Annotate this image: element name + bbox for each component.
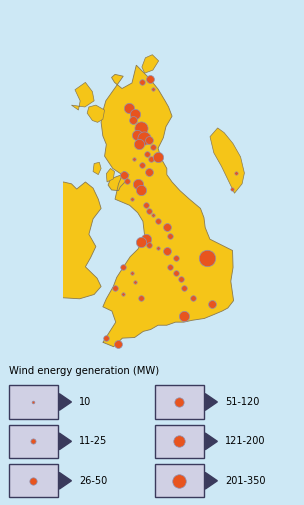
FancyBboxPatch shape (9, 385, 58, 419)
Text: 201-350: 201-350 (225, 476, 265, 486)
Point (147, 168, 152, 176)
Polygon shape (210, 128, 244, 193)
Point (173, 254, 178, 262)
Polygon shape (101, 65, 233, 347)
Polygon shape (19, 182, 101, 299)
Point (168, 232, 173, 240)
Polygon shape (142, 55, 159, 73)
Point (191, 293, 195, 301)
Polygon shape (93, 162, 101, 175)
Point (130, 269, 134, 277)
Point (130, 195, 134, 203)
Point (131, 155, 136, 163)
FancyBboxPatch shape (9, 464, 58, 497)
Point (177, 477, 182, 485)
Point (143, 201, 148, 210)
Text: 10: 10 (79, 397, 91, 407)
Point (177, 398, 182, 406)
Point (210, 299, 215, 308)
Point (31, 477, 36, 485)
Polygon shape (59, 394, 71, 410)
Point (138, 293, 143, 301)
Polygon shape (71, 82, 94, 110)
Point (147, 241, 152, 249)
Point (150, 85, 155, 93)
Point (133, 110, 138, 118)
Point (173, 269, 178, 277)
Point (150, 143, 155, 151)
Polygon shape (87, 105, 105, 122)
Point (135, 131, 140, 139)
Polygon shape (106, 169, 115, 182)
Point (124, 177, 129, 185)
Point (182, 312, 187, 320)
Point (116, 340, 120, 348)
Point (135, 180, 140, 188)
Point (140, 161, 145, 169)
Point (112, 284, 117, 292)
Point (164, 247, 169, 256)
Point (136, 140, 141, 148)
Point (121, 171, 126, 179)
Text: Wind energy generation (MW): Wind energy generation (MW) (9, 366, 159, 376)
Point (142, 134, 147, 142)
Point (149, 155, 154, 163)
Point (147, 136, 152, 144)
Point (130, 116, 135, 124)
Text: 121-200: 121-200 (225, 436, 265, 446)
Text: 26-50: 26-50 (79, 476, 107, 486)
Point (229, 184, 234, 192)
Point (233, 169, 238, 177)
Point (31, 398, 36, 406)
FancyBboxPatch shape (9, 425, 58, 458)
Point (31, 437, 36, 445)
FancyBboxPatch shape (155, 464, 204, 497)
Point (143, 235, 148, 243)
FancyBboxPatch shape (155, 385, 204, 419)
Polygon shape (205, 394, 217, 410)
Point (150, 211, 155, 219)
Point (103, 333, 108, 341)
Point (133, 278, 138, 286)
Point (138, 124, 143, 132)
Point (127, 104, 132, 112)
Point (139, 186, 143, 194)
Point (156, 217, 161, 225)
Point (148, 75, 153, 83)
Point (139, 78, 144, 86)
Point (147, 208, 152, 216)
Point (182, 284, 187, 292)
Point (121, 263, 126, 271)
Polygon shape (205, 473, 217, 489)
Point (156, 153, 161, 161)
Polygon shape (59, 473, 71, 489)
Point (144, 149, 149, 158)
FancyBboxPatch shape (155, 425, 204, 458)
Point (178, 275, 183, 283)
Polygon shape (59, 433, 71, 449)
Text: 11-25: 11-25 (79, 436, 107, 446)
Point (121, 290, 126, 298)
Point (168, 263, 173, 271)
Text: 51-120: 51-120 (225, 397, 259, 407)
Polygon shape (205, 433, 217, 449)
Point (177, 437, 182, 445)
Point (205, 254, 209, 262)
Point (138, 238, 143, 246)
Point (156, 244, 161, 252)
Point (164, 223, 169, 231)
